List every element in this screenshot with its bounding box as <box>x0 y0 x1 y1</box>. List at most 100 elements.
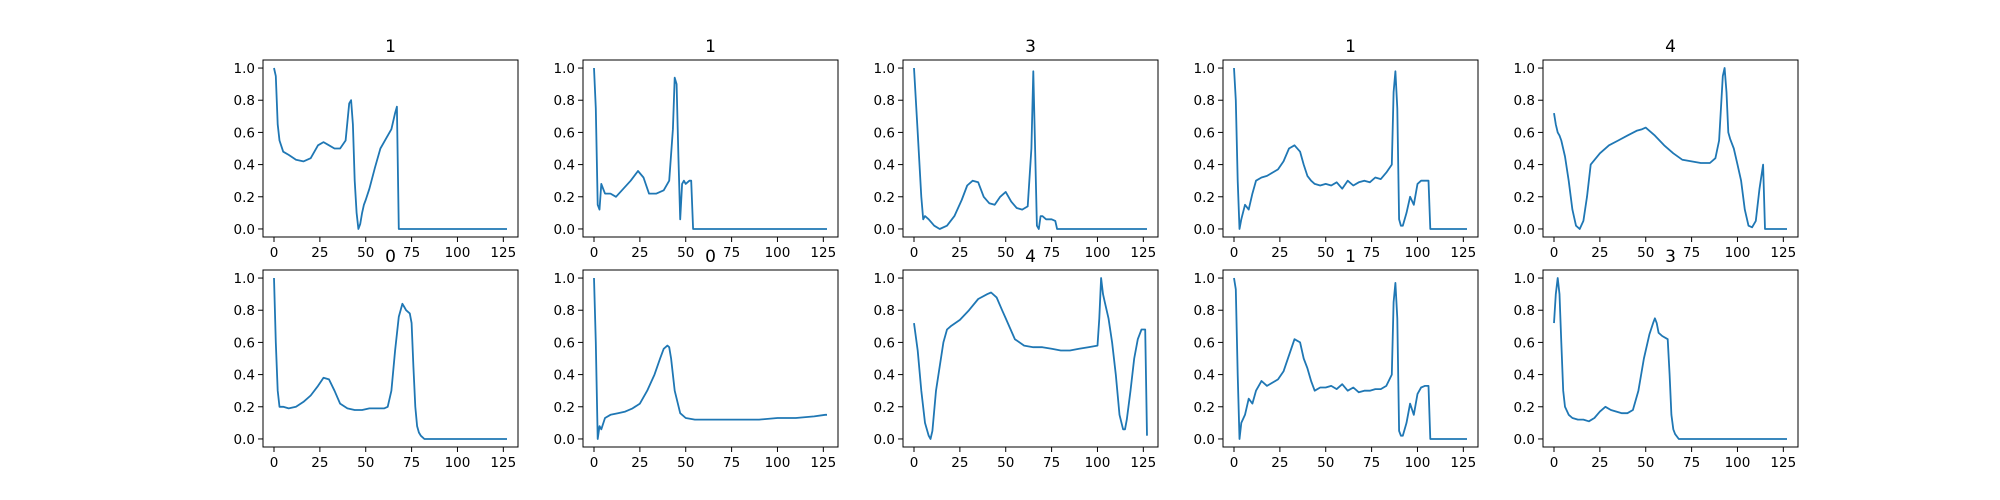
y-tick-label: 0.0 <box>554 222 575 238</box>
x-tick-label: 75 <box>1363 455 1380 471</box>
y-tick-label: 0.6 <box>874 125 895 141</box>
x-tick-label: 75 <box>403 245 420 261</box>
y-tick-label: 0.4 <box>1514 158 1535 174</box>
y-tick-label: 0.0 <box>874 222 895 238</box>
subplot-8: 4 0 25 50 75 100 125 0.0 0.2 0.4 0.6 0.8 1.0 <box>874 247 1159 471</box>
axes-frame <box>1542 59 1799 238</box>
y-tick-label: 0.8 <box>1514 303 1535 319</box>
y-tick-label: 0.8 <box>554 303 575 319</box>
series-line <box>273 67 507 230</box>
y-tick-label: 1.0 <box>1514 271 1535 287</box>
x-tick-label: 25 <box>951 245 968 261</box>
subplot-title: 0 <box>705 247 716 267</box>
y-tick-label: 0.4 <box>1194 158 1215 174</box>
x-tick-label: 75 <box>1043 455 1060 471</box>
x-tick-label: 25 <box>631 245 648 261</box>
x-tick-label: 125 <box>1770 455 1796 471</box>
x-tick-label: 0 <box>590 245 599 261</box>
x-tick-label: 100 <box>1085 455 1111 471</box>
y-tick-label: 0.0 <box>234 222 255 238</box>
x-tick-label: 0 <box>910 455 919 471</box>
y-tick-label: 0.8 <box>1194 303 1215 319</box>
subplot-10: 3 0 25 50 75 100 125 0.0 0.2 0.4 0.6 0.8 1.0 <box>1514 247 1799 471</box>
y-tick-label: 0.8 <box>1514 93 1535 109</box>
x-tick-label: 0 <box>1550 455 1559 471</box>
subplot-4: 1 0 25 50 75 100 125 0.0 0.2 0.4 0.6 0.8 1.0 <box>1194 37 1479 261</box>
y-tick-label: 0.8 <box>1194 93 1215 109</box>
x-tick-label: 125 <box>810 245 836 261</box>
x-tick-label: 75 <box>1683 455 1700 471</box>
y-tick-label: 0.4 <box>1194 368 1215 384</box>
y-tick-label: 1.0 <box>234 61 255 77</box>
y-tick-label: 0.6 <box>1514 125 1535 141</box>
y-tick-label: 0.6 <box>1194 335 1215 351</box>
series-line <box>1233 277 1467 440</box>
axes-frame <box>1542 269 1799 448</box>
y-tick-label: 0.8 <box>554 93 575 109</box>
x-tick-label: 50 <box>1317 455 1334 471</box>
x-tick-label: 25 <box>311 245 328 261</box>
y-tick-label: 1.0 <box>1194 61 1215 77</box>
x-tick-label: 75 <box>723 245 740 261</box>
y-tick-label: 1.0 <box>874 271 895 287</box>
x-tick-label: 125 <box>1770 245 1796 261</box>
axes-frame <box>262 59 519 238</box>
y-tick-label: 0.2 <box>1194 400 1215 416</box>
axes-frame <box>1222 269 1479 448</box>
subplot-title: 3 <box>1025 37 1036 57</box>
subplot-title: 1 <box>705 37 716 57</box>
subplot-1: 1 0 25 50 75 100 125 0.0 0.2 0.4 0.6 0.8 1.0 <box>234 37 519 261</box>
subplot-3: 3 0 25 50 75 100 125 0.0 0.2 0.4 0.6 0.8 1.0 <box>874 37 1159 261</box>
subplot-title: 0 <box>385 247 396 267</box>
x-tick-label: 50 <box>357 245 374 261</box>
subplot-2: 1 0 25 50 75 100 125 0.0 0.2 0.4 0.6 0.8 1.0 <box>554 37 839 261</box>
y-tick-label: 0.6 <box>554 335 575 351</box>
x-tick-label: 50 <box>677 245 694 261</box>
subplot-9: 1 0 25 50 75 100 125 0.0 0.2 0.4 0.6 0.8 1.0 <box>1194 247 1479 471</box>
axes-frame <box>902 59 1159 238</box>
axes-frame <box>582 59 839 238</box>
subplot-5: 4 0 25 50 75 100 125 0.0 0.2 0.4 0.6 0.8 1.0 <box>1514 37 1799 261</box>
y-tick-label: 0.2 <box>554 190 575 206</box>
series-line <box>1233 67 1467 230</box>
x-tick-label: 25 <box>1591 245 1608 261</box>
y-tick-label: 0.0 <box>554 432 575 448</box>
y-tick-label: 0.6 <box>554 125 575 141</box>
y-tick-label: 0.6 <box>234 335 255 351</box>
subplot-title: 4 <box>1665 37 1676 57</box>
y-tick-label: 0.2 <box>234 400 255 416</box>
x-tick-label: 125 <box>490 455 516 471</box>
y-tick-label: 0.2 <box>1514 400 1535 416</box>
subplot-title: 1 <box>1345 247 1356 267</box>
y-tick-label: 0.0 <box>1194 432 1215 448</box>
subplot-title: 4 <box>1025 247 1036 267</box>
x-tick-label: 0 <box>1230 455 1239 471</box>
x-tick-label: 100 <box>1405 245 1431 261</box>
x-tick-label: 25 <box>951 455 968 471</box>
y-tick-label: 0.4 <box>234 368 255 384</box>
x-tick-label: 125 <box>810 455 836 471</box>
x-tick-label: 125 <box>490 245 516 261</box>
y-tick-label: 1.0 <box>234 271 255 287</box>
x-tick-label: 50 <box>357 455 374 471</box>
x-tick-label: 125 <box>1130 245 1156 261</box>
series-line <box>913 67 1147 230</box>
y-tick-label: 0.0 <box>1514 222 1535 238</box>
x-tick-label: 0 <box>270 455 279 471</box>
x-tick-label: 75 <box>403 455 420 471</box>
x-tick-label: 0 <box>1230 245 1239 261</box>
series-line <box>593 67 827 230</box>
x-tick-label: 125 <box>1450 455 1476 471</box>
x-tick-label: 100 <box>1085 245 1111 261</box>
axes-frame <box>262 269 519 448</box>
axes-frame <box>1222 59 1479 238</box>
y-tick-label: 0.0 <box>1194 222 1215 238</box>
x-tick-label: 100 <box>445 455 471 471</box>
x-tick-label: 100 <box>445 245 471 261</box>
x-tick-label: 100 <box>1405 455 1431 471</box>
y-tick-label: 0.4 <box>874 368 895 384</box>
y-tick-label: 0.2 <box>554 400 575 416</box>
y-tick-label: 0.4 <box>554 158 575 174</box>
series-line <box>273 277 507 440</box>
y-tick-label: 0.2 <box>874 400 895 416</box>
